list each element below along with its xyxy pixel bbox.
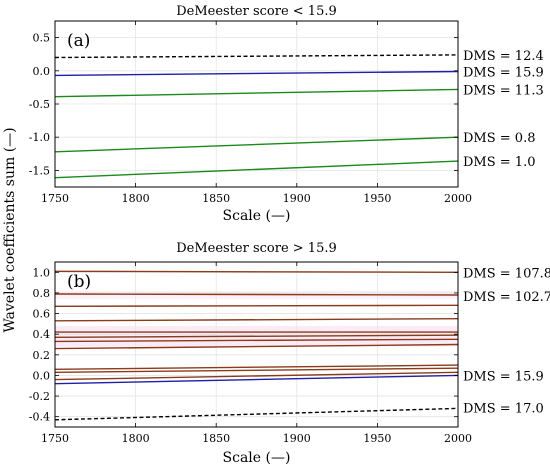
panel-a-dms-label: DMS = 15.9 bbox=[463, 65, 544, 80]
panel-b-series-line-1 bbox=[54, 270, 459, 273]
panel-a-series-line-1 bbox=[54, 54, 459, 59]
panel-a-dms-label: DMS = 11.3 bbox=[463, 83, 544, 98]
panel-b-series-line-10 bbox=[54, 367, 459, 373]
panel-b-series-line-6 bbox=[54, 334, 459, 338]
panel-b-ytick-label: 0.4 bbox=[33, 328, 51, 341]
panel-b-xtick-label: 1800 bbox=[122, 432, 150, 445]
panel-a-ytick-label: 0.0 bbox=[33, 65, 51, 78]
panel-a-tag: (a) bbox=[67, 31, 90, 51]
panel-a-ytick-label: -0.5 bbox=[29, 98, 50, 111]
panel-a-dms-label: DMS = 1.0 bbox=[463, 155, 535, 170]
panel-b-ytick-label: 0.6 bbox=[33, 308, 51, 321]
panel-a-series-line-3 bbox=[54, 88, 459, 98]
panel-b-series-line-8 bbox=[54, 343, 459, 350]
panel-b-ytick-label: -0.2 bbox=[29, 390, 50, 403]
panel-b-ytick-label: 1.0 bbox=[33, 266, 51, 279]
panel-a-ytick-label: 0.5 bbox=[33, 32, 51, 45]
panel-a-dms-label: DMS = 0.8 bbox=[463, 131, 535, 146]
panel-b-ytick-label: 0.8 bbox=[33, 287, 51, 300]
panel-b-x-axis-label: Scale (—) bbox=[223, 450, 291, 466]
panel-a-title: DeMeester score < 15.9 bbox=[176, 4, 337, 19]
panel-a-x-axis-label: Scale (—) bbox=[223, 208, 291, 224]
panel-b-dms-label: DMS = 15.9 bbox=[463, 369, 544, 384]
panel-b-dms-label: DMS = 107.8 bbox=[463, 266, 550, 281]
panel-b-ytick-label: 0.0 bbox=[33, 369, 51, 382]
panel-b-xtick-label: 2000 bbox=[444, 432, 472, 445]
panel-b-xtick-label: 1850 bbox=[202, 432, 230, 445]
panel-a-series-line-4 bbox=[54, 136, 459, 153]
panel-b-series-line-11 bbox=[54, 371, 459, 381]
panel-b-series-line-4 bbox=[54, 318, 459, 322]
panel-a-xtick-label: 2000 bbox=[444, 192, 472, 205]
panel-b-xtick-label: 1900 bbox=[283, 432, 311, 445]
panel-a-xtick-label: 1900 bbox=[283, 192, 311, 205]
panel-a-ytick-label: -1.5 bbox=[29, 164, 50, 177]
panel-b-tag: (b) bbox=[67, 272, 91, 292]
panel-b-series-line-2 bbox=[54, 293, 459, 296]
panel-b-ytick-label: 0.2 bbox=[33, 349, 51, 362]
panel-a-dms-label: DMS = 12.4 bbox=[463, 49, 544, 64]
panel-b-plot-frame bbox=[54, 261, 459, 428]
panel-b-xtick-label: 1950 bbox=[363, 432, 391, 445]
panel-b-series-line-3 bbox=[54, 304, 459, 307]
panel-b-series-line-13 bbox=[54, 407, 459, 421]
panel-b-series-line-9 bbox=[54, 364, 459, 370]
panel-b-ytick-label: -0.4 bbox=[29, 411, 50, 424]
panel-a-series-line-2 bbox=[54, 70, 459, 77]
panel-b-xtick-label: 1750 bbox=[41, 432, 69, 445]
panel-a-ytick-label: -1.0 bbox=[29, 131, 50, 144]
panel-b-series-line-12 bbox=[54, 374, 459, 385]
panel-b-dms-label: DMS = 17.0 bbox=[463, 401, 544, 416]
panel-a-xtick-label: 1750 bbox=[41, 192, 69, 205]
panel-a-xtick-label: 1850 bbox=[202, 192, 230, 205]
panel-b-series-line-7 bbox=[54, 338, 459, 343]
panel-b-dms-label: DMS = 102.7 bbox=[463, 290, 550, 305]
panel-b-title: DeMeester score > 15.9 bbox=[176, 241, 337, 256]
panel-a-xtick-label: 1950 bbox=[363, 192, 391, 205]
panel-a-xtick-label: 1800 bbox=[122, 192, 150, 205]
panel-a-series-line-5 bbox=[54, 160, 459, 179]
